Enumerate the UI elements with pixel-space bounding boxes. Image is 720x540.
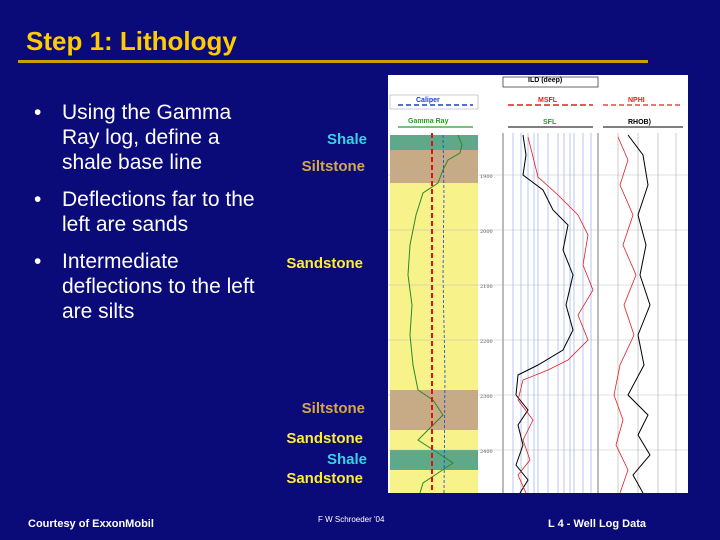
gamma-ray-header: Gamma Ray — [408, 118, 449, 125]
label-siltstone-lower: Siltstone — [301, 400, 365, 417]
caliper-header: Caliper — [416, 97, 440, 104]
bullet-text: Deflections far to the left are sands — [62, 188, 255, 236]
label-shale-top: Shale — [326, 131, 367, 148]
label-sandstone-main: Sandstone — [286, 255, 363, 272]
svg-text:2100: 2100 — [480, 284, 493, 290]
label-siltstone-top: Siltstone — [301, 158, 365, 175]
ild-header: ILD (deep) — [528, 77, 563, 84]
bullet-item: • Using the Gamma Ray log, define a shale… — [34, 100, 274, 175]
svg-text:1900: 1900 — [480, 174, 493, 180]
rhob-header: RHOB) — [628, 119, 651, 126]
bullet-item: • Deflections far to the left are sands — [34, 187, 274, 237]
well-log-graphic: 1900 2000 2100 2200 2300 2400 — [388, 75, 688, 493]
svg-text:2200: 2200 — [480, 339, 493, 345]
svg-text:2000: 2000 — [480, 229, 493, 235]
bullet-dot-icon: • — [34, 101, 42, 124]
bullet-list: • Using the Gamma Ray log, define a shale… — [34, 100, 274, 336]
title-underline — [18, 60, 648, 63]
nphi-header: NPHI — [628, 97, 645, 104]
svg-text:2400: 2400 — [480, 449, 493, 455]
bullet-text: Using the Gamma Ray log, define a shale … — [62, 101, 232, 174]
label-sandstone-lower: Sandstone — [286, 430, 363, 447]
bullet-dot-icon: • — [34, 188, 42, 211]
footer-left: Courtesy of ExxonMobil — [28, 518, 154, 530]
footer-right: L 4 - Well Log Data — [548, 518, 646, 530]
msfl-header: MSFL — [538, 97, 558, 104]
slide-title: Step 1: Lithology — [26, 26, 237, 56]
label-sandstone-bottom: Sandstone — [286, 470, 363, 487]
svg-text:2300: 2300 — [480, 394, 493, 400]
sfl-header: SFL — [543, 119, 557, 126]
label-shale-lower: Shale — [326, 451, 367, 468]
well-log-image: 1900 2000 2100 2200 2300 2400 ILD (deep) Ca… — [388, 75, 688, 493]
footer-center: F W Schroeder '04 — [318, 515, 385, 524]
bullet-item: • Intermediate deflections to the left ar… — [34, 249, 274, 324]
bullet-dot-icon: • — [34, 250, 42, 273]
bullet-text: Intermediate deflections to the left are… — [62, 250, 255, 323]
